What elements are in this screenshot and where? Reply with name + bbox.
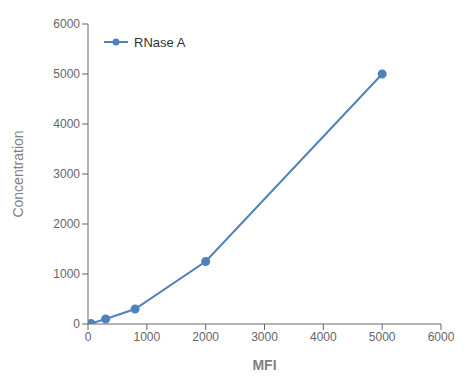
svg-text:3000: 3000 — [251, 330, 278, 344]
svg-text:6000: 6000 — [428, 330, 455, 344]
svg-text:0: 0 — [85, 330, 92, 344]
svg-text:2000: 2000 — [53, 217, 80, 231]
svg-text:3000: 3000 — [53, 167, 80, 181]
svg-text:5000: 5000 — [369, 330, 396, 344]
svg-text:5000: 5000 — [53, 67, 80, 81]
svg-text:MFI: MFI — [252, 357, 276, 373]
svg-text:0: 0 — [73, 317, 80, 331]
svg-text:Concentration: Concentration — [10, 130, 26, 217]
svg-text:6000: 6000 — [53, 17, 80, 31]
svg-text:4000: 4000 — [310, 330, 337, 344]
svg-text:4000: 4000 — [53, 117, 80, 131]
svg-text:1000: 1000 — [53, 267, 80, 281]
svg-text:1000: 1000 — [133, 330, 160, 344]
svg-text:2000: 2000 — [192, 330, 219, 344]
html-text:RNase A: RNase A — [134, 34, 186, 50]
